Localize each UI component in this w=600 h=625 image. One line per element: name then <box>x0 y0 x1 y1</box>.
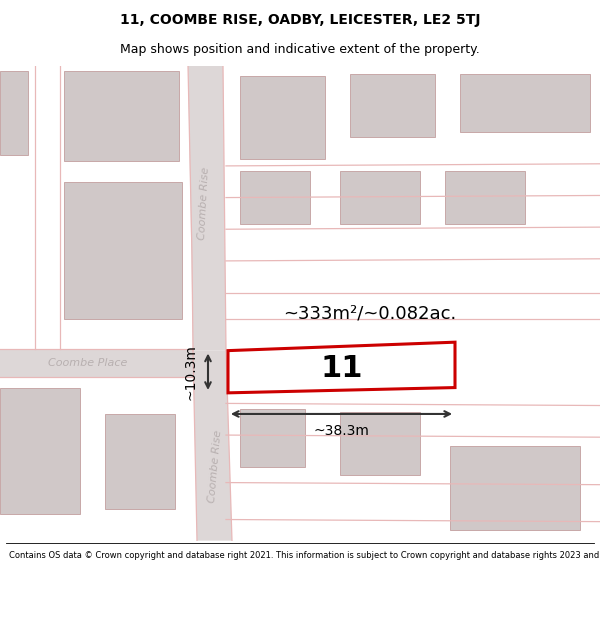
Bar <box>445 171 525 224</box>
Bar <box>240 76 325 159</box>
Polygon shape <box>188 66 226 351</box>
Polygon shape <box>228 342 455 393</box>
Bar <box>340 412 420 475</box>
Bar <box>64 71 179 161</box>
Text: ~38.3m: ~38.3m <box>314 424 370 438</box>
Text: Coombe Rise: Coombe Rise <box>197 166 211 239</box>
Bar <box>350 74 435 138</box>
Text: 11, COOMBE RISE, OADBY, LEICESTER, LE2 5TJ: 11, COOMBE RISE, OADBY, LEICESTER, LE2 5… <box>120 12 480 27</box>
Polygon shape <box>0 349 193 377</box>
Bar <box>105 414 175 509</box>
Bar <box>460 74 590 132</box>
Text: ~333m²/~0.082ac.: ~333m²/~0.082ac. <box>283 304 457 322</box>
Bar <box>64 182 182 319</box>
Bar <box>0 71 28 156</box>
Bar <box>240 409 305 467</box>
Bar <box>450 446 580 530</box>
Text: Contains OS data © Crown copyright and database right 2021. This information is : Contains OS data © Crown copyright and d… <box>9 551 600 560</box>
Text: ~10.3m: ~10.3m <box>183 344 197 399</box>
Text: Map shows position and indicative extent of the property.: Map shows position and indicative extent… <box>120 42 480 56</box>
Bar <box>0 388 80 514</box>
Bar <box>240 171 310 224</box>
Text: Coombe Rise: Coombe Rise <box>207 430 223 504</box>
Bar <box>340 171 420 224</box>
Text: Coombe Place: Coombe Place <box>49 358 128 368</box>
Text: 11: 11 <box>320 354 363 382</box>
Polygon shape <box>193 351 232 541</box>
